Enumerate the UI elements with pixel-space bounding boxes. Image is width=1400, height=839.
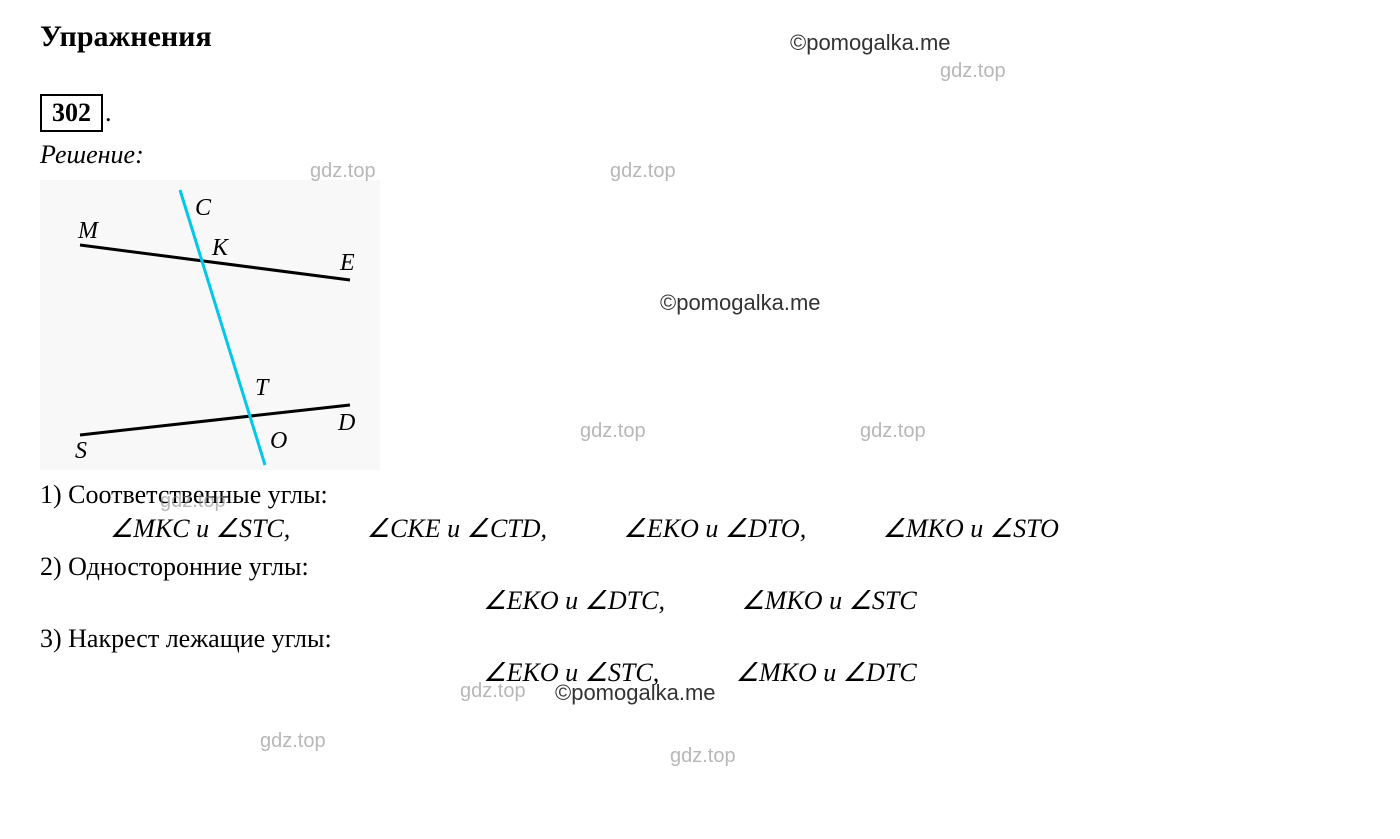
label-O: O [270, 428, 287, 454]
angle-pair: ∠MKO и ∠STC [742, 586, 917, 616]
angle-pair: ∠MKC и ∠STC, [110, 514, 290, 544]
part2-label: 2) Односторонние углы: [40, 552, 1360, 582]
watermark-gdz: gdz.top [940, 60, 1006, 83]
label-T: T [255, 375, 270, 401]
angle-pair: ∠EKO и ∠DTC, [483, 586, 665, 616]
angle-pair: ∠CKE и ∠CTD, [367, 514, 547, 544]
problem-number-row: 302 . [40, 94, 1360, 132]
watermark-gdz: gdz.top [580, 420, 646, 443]
angle-pair: ∠MKO и ∠DTC [736, 658, 917, 688]
problem-dot: . [105, 98, 112, 128]
label-S: S [75, 438, 87, 464]
angle-pair: ∠EKO и ∠DTO, [624, 514, 807, 544]
label-M: M [77, 218, 100, 244]
part3-label: 3) Накрест лежащие углы: [40, 624, 1360, 654]
part1-angles: ∠MKC и ∠STC, ∠CKE и ∠CTD, ∠EKO и ∠DTO, ∠… [40, 514, 1360, 544]
problem-number: 302 [40, 94, 103, 132]
solution-label: Решение: [40, 140, 1360, 170]
watermark-gdz: gdz.top [860, 420, 926, 443]
label-E: E [339, 250, 355, 276]
part3-angles: ∠EKO и ∠STC, ∠MKO и ∠DTC [40, 658, 1360, 688]
label-D: D [337, 410, 355, 436]
angle-pair: ∠MKO и ∠STO [883, 514, 1059, 544]
page-heading: Упражнения [40, 20, 1360, 54]
line-SD [80, 405, 350, 435]
diagram-svg: M C K E S T D O [40, 180, 380, 470]
angle-pair: ∠EKO и ∠STC, [483, 658, 659, 688]
watermark-gdz: gdz.top [670, 745, 736, 768]
part2-angles: ∠EKO и ∠DTC, ∠MKO и ∠STC [40, 586, 1360, 616]
label-K: K [211, 235, 230, 261]
geometry-diagram: M C K E S T D O [40, 180, 380, 470]
watermark-gdz: gdz.top [260, 730, 326, 753]
part1-label: 1) Соответственные углы: [40, 480, 1360, 510]
watermark-pomogalka: ©pomogalka.me [660, 290, 821, 316]
label-C: C [195, 195, 212, 221]
